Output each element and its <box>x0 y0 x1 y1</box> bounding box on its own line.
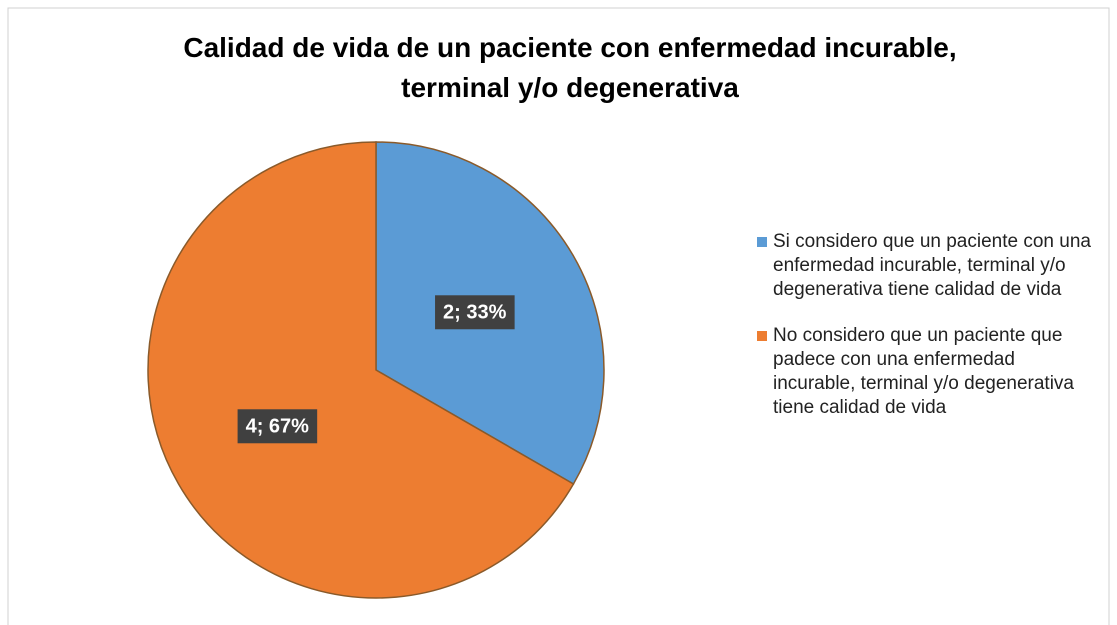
chart-title: Calidad de vida de un paciente con enfer… <box>183 32 957 103</box>
legend-label: Si considero que un paciente con una enf… <box>773 231 1091 300</box>
legend-label: No considero que un paciente que padece … <box>773 325 1075 418</box>
chart-border <box>7 7 1110 625</box>
data-label-box <box>237 409 318 444</box>
pie-slice <box>147 141 575 599</box>
legend: Si considero que un paciente con una enf… <box>757 230 1102 442</box>
data-label: 2; 33% <box>443 301 507 323</box>
legend-item: No considero que un paciente que padece … <box>757 324 1102 420</box>
data-label-box <box>435 295 515 330</box>
data-label: 4; 67% <box>246 415 310 437</box>
legend-item: Si considero que un paciente con una enf… <box>757 230 1102 302</box>
legend-swatch <box>757 237 767 247</box>
legend-swatch <box>757 331 767 341</box>
